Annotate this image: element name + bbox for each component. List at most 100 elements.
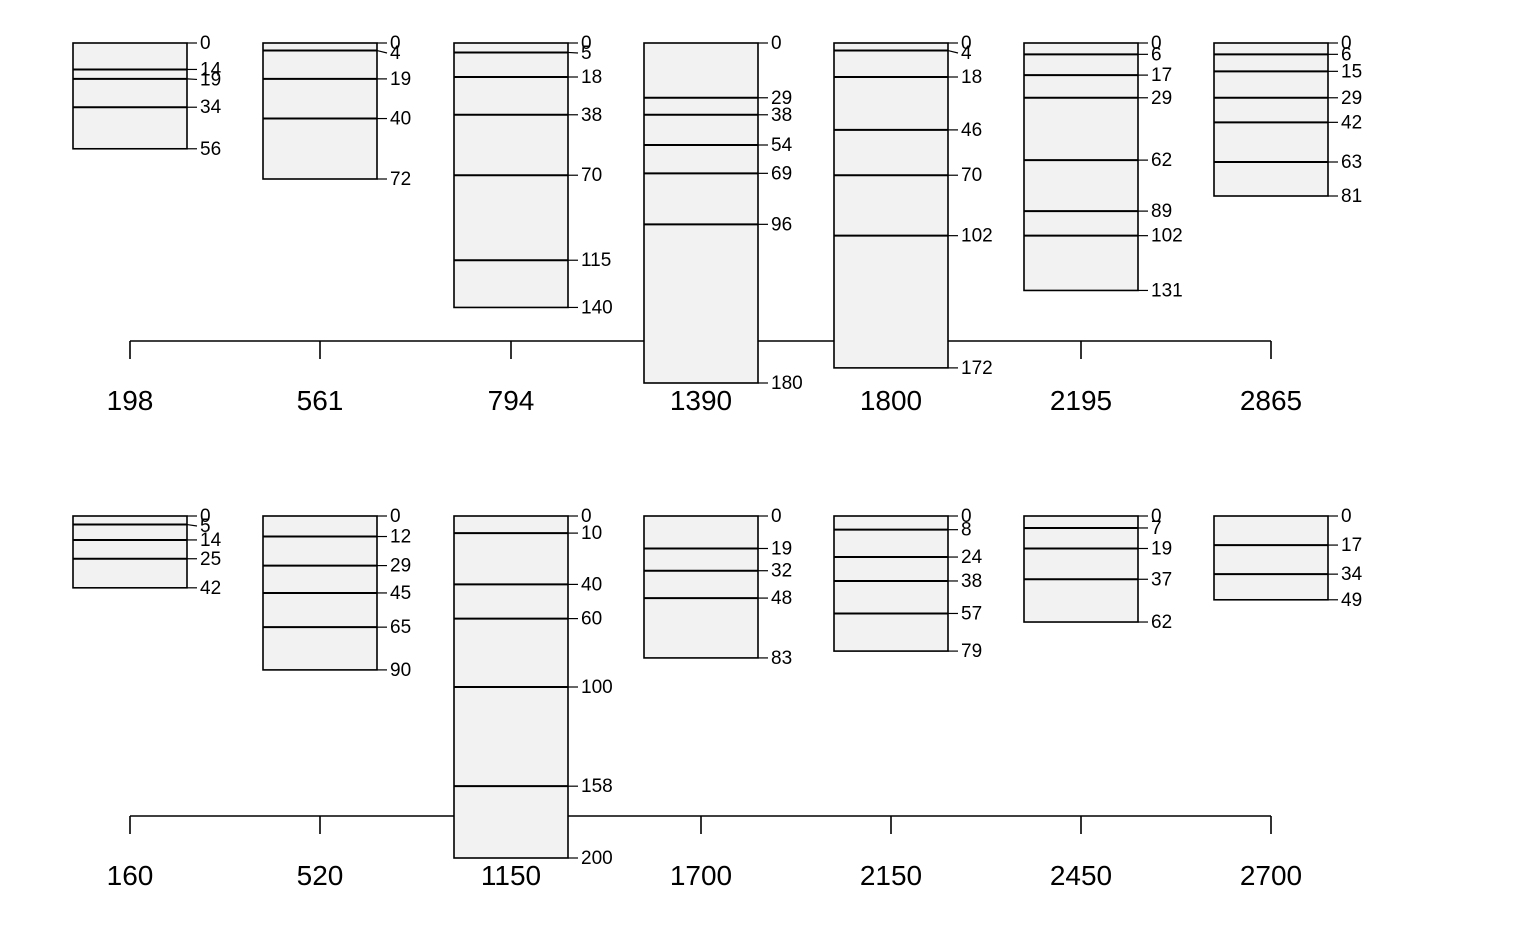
x-axis: 160 520 1150 1700 2150 2450 2700	[107, 815, 1302, 891]
profile-label: 1150	[481, 860, 541, 891]
profile-body	[1023, 42, 1139, 292]
profile-label: 198	[107, 385, 154, 416]
depth-label: 42	[1341, 112, 1362, 133]
depth-label: 19	[1151, 538, 1172, 559]
depth-label: 45	[390, 583, 411, 604]
profile-label: 520	[297, 860, 344, 891]
depth-label: 96	[771, 214, 792, 235]
depth-label: 70	[961, 165, 982, 186]
profile-label: 561	[297, 385, 344, 416]
depth-label: 42	[200, 578, 221, 599]
x-axis: 198 561 794 1390 1800 2195 2865	[107, 340, 1302, 416]
depth-label: 38	[961, 571, 982, 592]
depth-label: 7	[1151, 518, 1162, 539]
profile-2150: 08 24 38 57 79	[833, 506, 983, 662]
depth-label: 62	[1151, 612, 1172, 633]
depth-label: 40	[390, 109, 411, 130]
depth-label: 0	[771, 506, 782, 527]
profile-1150: 010 40 60 100 158 200	[453, 506, 613, 869]
depth-label: 17	[1341, 535, 1362, 556]
profile-body	[72, 515, 188, 589]
depth-label: 32	[771, 561, 792, 582]
profile-2700: 0 17 34 49	[1213, 506, 1363, 611]
depth-label: 0	[200, 506, 211, 527]
depth-label: 180	[771, 373, 803, 394]
depth-label: 0	[771, 33, 782, 54]
depth-label: 62	[1151, 150, 1172, 171]
depth-label: 29	[390, 556, 411, 577]
depth-label: 38	[581, 105, 602, 126]
profile-1800: 04 18 46 70 102 172	[833, 33, 993, 379]
depth-label: 5	[581, 43, 592, 64]
depth-label: 90	[390, 660, 411, 681]
profile-body	[833, 515, 949, 652]
profile-label: 2865	[1240, 385, 1302, 416]
depth-label: 100	[581, 677, 613, 698]
depth-label: 60	[581, 609, 602, 630]
profile-label: 1390	[670, 385, 732, 416]
depth-label: 131	[1151, 280, 1183, 301]
depth-label: 17	[1151, 65, 1172, 86]
depth-label: 19	[200, 69, 221, 90]
panel-2: 160 520 1150 1700 2150 2450 270005142542012294…	[72, 506, 1363, 891]
depth-label: 65	[390, 617, 411, 638]
depth-label: 18	[581, 67, 602, 88]
profile-label: 1800	[860, 385, 922, 416]
depth-label: 89	[1151, 201, 1172, 222]
depth-label: 57	[961, 603, 982, 624]
depth-label: 12	[390, 527, 411, 548]
depth-label: 6	[1151, 44, 1162, 65]
profile-label: 160	[107, 860, 154, 891]
profile-794: 05 18 38 70 115 140	[453, 33, 613, 318]
depth-label: 34	[1341, 564, 1363, 585]
depth-label: 14	[200, 530, 222, 551]
depth-leader	[567, 51, 579, 54]
depth-label: 56	[200, 139, 221, 160]
depth-label: 79	[961, 641, 982, 662]
depth-label: 0	[200, 33, 211, 54]
profile-body	[1213, 42, 1329, 197]
depth-label: 38	[771, 105, 792, 126]
depth-label: 34	[200, 97, 222, 118]
depth-label: 5	[200, 516, 211, 537]
depth-label: 0	[1151, 33, 1162, 54]
depth-label: 200	[581, 848, 613, 869]
depth-label: 25	[200, 549, 221, 570]
depth-label: 29	[771, 88, 792, 109]
depth-label: 0	[1151, 506, 1162, 527]
depth-label: 19	[390, 69, 411, 90]
profile-label: 2195	[1050, 385, 1112, 416]
depth-label: 0	[390, 506, 401, 527]
profile-body	[643, 515, 759, 659]
depth-label: 69	[771, 163, 792, 184]
depth-label: 4	[961, 43, 972, 64]
depth-leader	[186, 523, 198, 527]
depth-label: 72	[390, 169, 411, 190]
profile-body	[833, 42, 949, 369]
profile-body	[1023, 515, 1139, 623]
depth-label: 0	[390, 33, 401, 54]
depth-label: 0	[961, 33, 972, 54]
depth-label: 0	[581, 33, 592, 54]
profile-label: 2450	[1050, 860, 1112, 891]
depth-label: 19	[771, 538, 792, 559]
depth-label: 115	[581, 250, 611, 271]
depth-label: 18	[961, 67, 982, 88]
depth-label: 14	[200, 59, 222, 80]
depth-label: 158	[581, 776, 613, 797]
depth-label: 63	[1341, 152, 1362, 173]
depth-label: 4	[390, 43, 401, 64]
profile-body	[262, 42, 378, 180]
depth-label: 70	[581, 165, 602, 186]
profile-520: 012 29 45 65 90	[262, 506, 411, 681]
profile-label: 794	[488, 385, 535, 416]
profile-body	[1213, 515, 1329, 601]
depth-label: 172	[961, 358, 993, 379]
